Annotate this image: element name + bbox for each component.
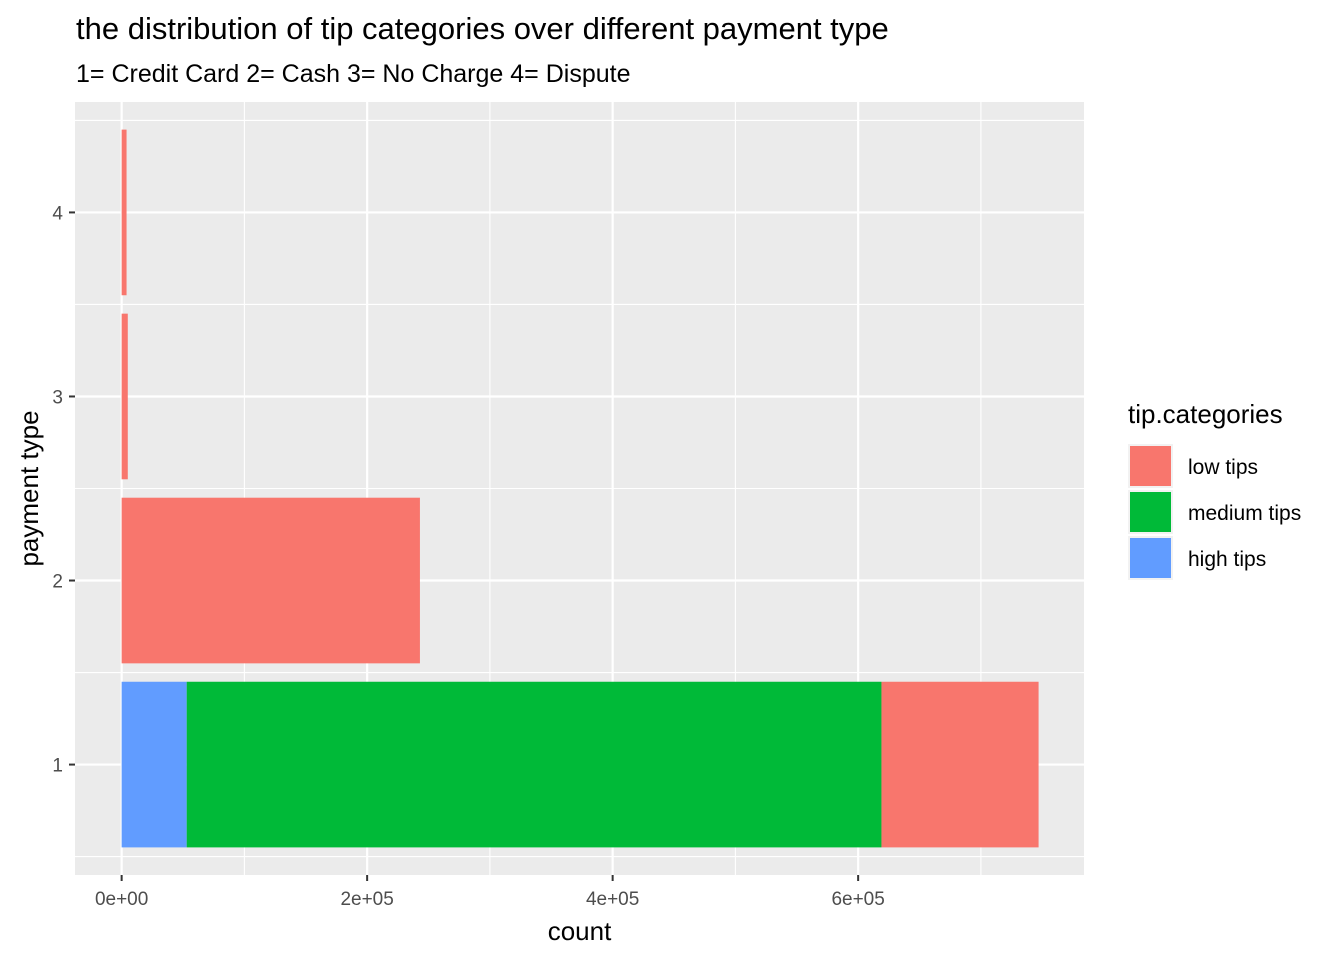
- x-tick-label: 2e+05: [340, 889, 393, 910]
- legend-label: medium tips: [1188, 502, 1301, 525]
- y-axis-title: payment type: [14, 410, 44, 566]
- y-tick-label: 2: [52, 572, 63, 593]
- y-tick-label: 3: [52, 387, 63, 408]
- bars: [121, 129, 1039, 848]
- legend-swatch-low-tips: [1130, 446, 1171, 486]
- legend-label: high tips: [1188, 548, 1266, 571]
- bar-low-tips-type-4: [121, 129, 127, 296]
- y-tick-label: 1: [52, 756, 63, 777]
- legend-swatch-high-tips: [1130, 538, 1171, 578]
- x-tick-label: 6e+05: [831, 889, 884, 910]
- chart-subtitle: 1= Credit Card 2= Cash 3= No Charge 4= D…: [76, 60, 630, 88]
- chart-title: the distribution of tip categories over …: [76, 11, 889, 46]
- legend: tip.categories low tips medium tips high t…: [1128, 399, 1301, 580]
- x-axis-title: count: [548, 916, 612, 946]
- y-tick-label: 4: [52, 203, 63, 224]
- x-tick-label: 0e+00: [95, 889, 148, 910]
- bar-low-tips-type-2: [121, 497, 420, 664]
- legend-items: low tips medium tips high tips: [1128, 444, 1301, 580]
- x-tick-label: 4e+05: [586, 889, 639, 910]
- bar-low-tips-type-3: [121, 313, 128, 480]
- legend-swatch-medium-tips: [1130, 492, 1171, 532]
- axes: 0e+00 2e+05 4e+05 6e+05 1 2 3 4: [52, 203, 884, 910]
- bar-high-tips-type-1: [121, 681, 187, 848]
- legend-title: tip.categories: [1128, 399, 1283, 429]
- bar-medium-tips-type-1: [186, 681, 882, 848]
- bar-low-tips-type-1: [881, 681, 1039, 848]
- legend-label: low tips: [1188, 456, 1258, 479]
